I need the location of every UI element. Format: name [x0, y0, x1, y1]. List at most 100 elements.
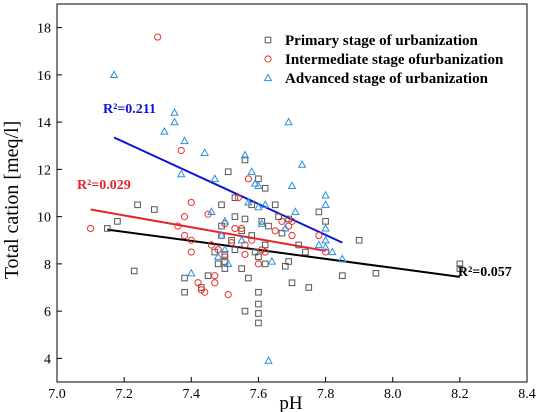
- data-point: [224, 168, 232, 176]
- data-point: [217, 230, 226, 239]
- y-tick-label: 10: [37, 211, 51, 226]
- data-point: [211, 272, 219, 280]
- data-point: [220, 245, 230, 253]
- data-point: [130, 267, 138, 275]
- data-point: [221, 253, 229, 261]
- data-point: [321, 190, 330, 199]
- data-point: [339, 272, 346, 279]
- data-point: [302, 248, 309, 256]
- data-point: [281, 262, 289, 270]
- data-point: [295, 241, 303, 249]
- data-point: [328, 247, 337, 256]
- data-point: [456, 265, 464, 272]
- data-point: [241, 307, 249, 315]
- x-tick-label: 7.4: [183, 387, 201, 402]
- data-point: [231, 246, 239, 253]
- x-tick-label: 8.0: [384, 387, 402, 402]
- data-point: [238, 227, 245, 235]
- data-point: [248, 232, 256, 239]
- y-tick-label: 12: [37, 163, 51, 178]
- data-point: [291, 207, 300, 215]
- trend-line: [113, 136, 343, 244]
- data-point: [174, 222, 182, 230]
- data-point: [258, 218, 266, 225]
- data-point: [241, 250, 249, 259]
- data-point: [261, 241, 269, 249]
- data-point: [321, 235, 330, 244]
- data-point: [177, 146, 185, 155]
- data-point: [305, 284, 313, 291]
- data-point: [223, 259, 233, 267]
- data-point: [247, 167, 256, 175]
- data-point: [227, 239, 236, 247]
- data-point: [372, 270, 380, 277]
- legend-label: Intermediate stage ofurbanization: [285, 52, 504, 68]
- data-point: [194, 279, 202, 287]
- legend-label: Primary stage of urbanization: [285, 33, 479, 49]
- data-point: [187, 248, 195, 256]
- data-point: [170, 117, 179, 126]
- data-point: [86, 224, 95, 233]
- data-point: [210, 174, 220, 182]
- data-point: [264, 356, 273, 364]
- data-point: [281, 223, 290, 232]
- data-point: [198, 284, 205, 291]
- data-point: [241, 156, 249, 164]
- y-tick-label: 8: [44, 258, 51, 273]
- data-point: [271, 227, 279, 235]
- plot-area: 7.0 7.2 7.4 7.6 7.8 8.0 8.2 8.4 4 6 8 10 12 14 16 18 R²=…: [37, 3, 536, 402]
- data-point: [254, 202, 263, 211]
- x-tick-label: 7.2: [115, 387, 133, 402]
- data-point: [254, 181, 263, 190]
- data-point: [261, 248, 269, 256]
- data-point: [213, 252, 223, 260]
- x-tick-label: 7.8: [317, 387, 335, 402]
- data-point: [220, 216, 230, 225]
- data-point: [134, 201, 141, 209]
- legend-marker: [264, 55, 272, 63]
- data-point: [221, 251, 229, 258]
- data-point: [355, 236, 363, 244]
- data-point: [321, 242, 330, 251]
- data-point: [315, 208, 323, 216]
- legend-marker: [264, 36, 272, 44]
- data-point: [244, 175, 252, 183]
- data-point: [180, 231, 189, 240]
- data-point: [321, 200, 330, 208]
- data-point: [284, 117, 293, 126]
- trend-line: [90, 208, 326, 252]
- data-point: [275, 213, 282, 220]
- y-axis-title: Total cation [meq/l]: [1, 121, 23, 280]
- data-point: [211, 279, 219, 287]
- data-point: [338, 254, 347, 263]
- data-point: [207, 207, 216, 215]
- data-point: [180, 136, 189, 145]
- data-point: [251, 248, 259, 256]
- x-tick-label: 7.0: [48, 387, 66, 402]
- data-point: [245, 274, 252, 282]
- data-point: [234, 194, 242, 202]
- legend: Primary stage of urbanization Intermediat…: [263, 33, 504, 87]
- x-tick-label: 7.6: [250, 387, 268, 402]
- data-point: [261, 260, 269, 268]
- data-point: [238, 265, 245, 272]
- data-point: [321, 223, 330, 232]
- data-point: [255, 175, 262, 183]
- data-point: [104, 225, 111, 232]
- data-point: [187, 198, 195, 207]
- data-point: [248, 236, 256, 244]
- r-squared-label: R²=0.211: [103, 102, 156, 117]
- data-point: [160, 126, 169, 135]
- y-tick-label: 16: [37, 69, 51, 84]
- data-point: [241, 215, 249, 223]
- data-point: [255, 253, 262, 261]
- data-point: [181, 274, 188, 282]
- data-point: [231, 224, 239, 233]
- data-point: [288, 217, 296, 225]
- data-point: [114, 218, 121, 225]
- legend-marker: [263, 73, 273, 82]
- plot-frame: [56, 3, 528, 383]
- data-point: [201, 288, 209, 296]
- r-squared-label: R²=0.057: [458, 265, 512, 280]
- data-point: [187, 236, 195, 244]
